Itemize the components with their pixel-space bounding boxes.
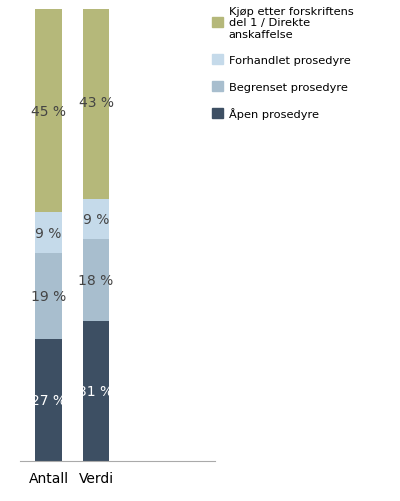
Bar: [83, 6, 109, 199]
Legend: Kjøp etter forskriftens
del 1 / Direkte
anskaffelse, Forhandlet prosedyre, Begre: Kjøp etter forskriftens del 1 / Direkte …: [212, 7, 354, 120]
Bar: [36, 254, 62, 339]
Bar: [83, 240, 109, 321]
Text: 43 %: 43 %: [78, 96, 114, 109]
Text: 9 %: 9 %: [35, 226, 62, 240]
Text: 18 %: 18 %: [78, 274, 114, 288]
Bar: [36, 339, 62, 461]
Bar: [36, 10, 62, 213]
Bar: [83, 199, 109, 240]
Text: 27 %: 27 %: [31, 393, 66, 407]
Text: 9 %: 9 %: [83, 213, 109, 226]
Bar: [83, 321, 109, 461]
Text: 45 %: 45 %: [31, 105, 66, 118]
Text: 19 %: 19 %: [31, 290, 66, 303]
Text: 31 %: 31 %: [78, 384, 114, 398]
Bar: [36, 213, 62, 254]
